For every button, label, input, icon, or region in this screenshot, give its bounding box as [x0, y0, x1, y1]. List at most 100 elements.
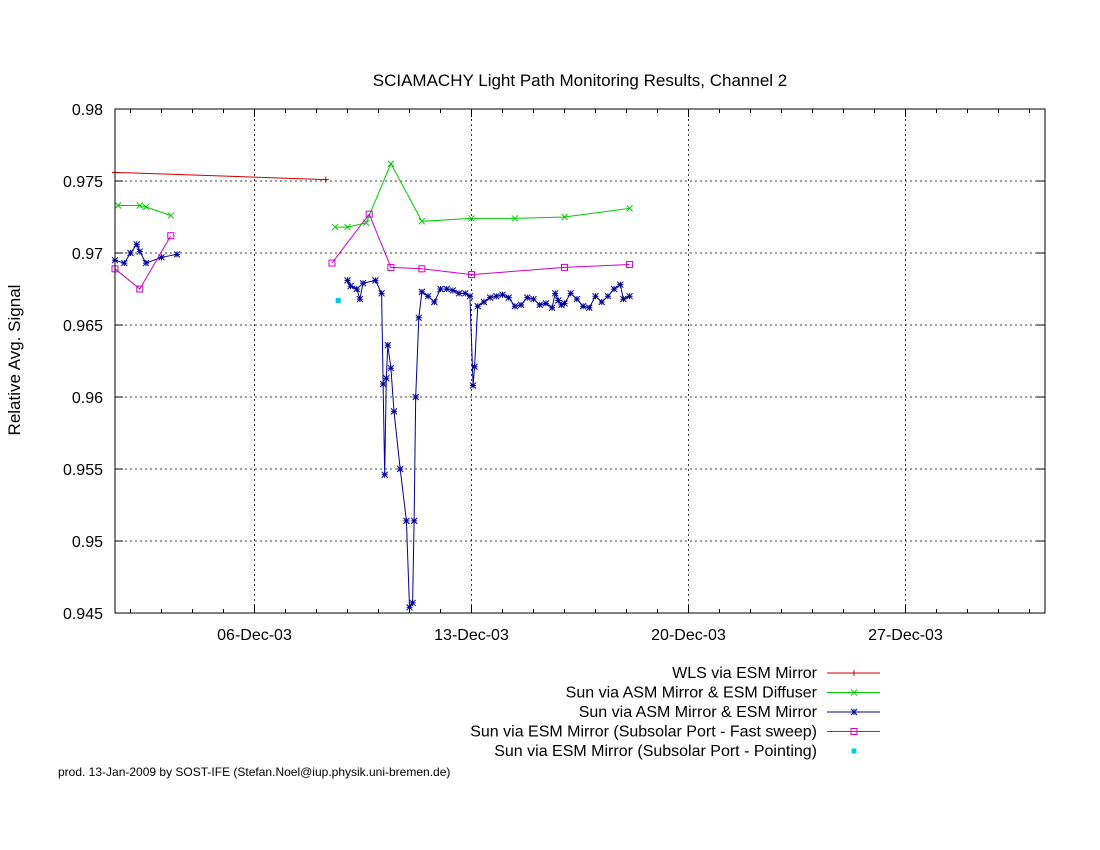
data-point-star	[471, 363, 478, 371]
y-tick-label: 0.97	[72, 246, 103, 263]
data-point-square	[365, 210, 373, 218]
data-point-star	[604, 292, 612, 300]
data-point-star	[499, 291, 506, 299]
data-point-star	[372, 277, 379, 284]
data-point-star	[517, 301, 525, 309]
data-point-star	[344, 277, 351, 284]
data-point-x	[331, 223, 339, 231]
data-point-star	[443, 285, 451, 293]
legend-label: Sun via ASM Mirror & ESM Diffuser	[566, 685, 818, 702]
data-point-star	[136, 248, 144, 255]
data-point-plus	[851, 670, 857, 676]
data-point-star	[530, 295, 537, 303]
data-point-x	[387, 160, 395, 168]
data-point-x	[418, 217, 426, 225]
data-point-star	[523, 294, 531, 301]
data-point-star	[120, 259, 128, 267]
data-point-square	[387, 263, 395, 271]
series-4	[335, 298, 341, 304]
data-point-star	[347, 282, 354, 290]
y-tick-label: 0.96	[72, 390, 103, 407]
data-point-star	[461, 289, 469, 297]
data-point-star	[567, 289, 575, 297]
data-point-star	[173, 251, 181, 258]
data-point-star	[480, 298, 488, 306]
data-point-x	[626, 205, 633, 212]
data-point-star	[409, 599, 416, 607]
y-axis-label: Relative Avg. Signal	[5, 285, 24, 436]
data-point-star	[474, 302, 482, 310]
y-tick-label: 0.95	[72, 534, 103, 551]
data-point-star	[387, 364, 395, 372]
data-point-star	[511, 302, 519, 310]
x-tick-label: 06-Dec-03	[217, 627, 292, 644]
legend-label: Sun via ASM Mirror & ESM Mirror	[579, 704, 818, 721]
series-0	[112, 169, 329, 183]
data-point-star	[536, 301, 544, 309]
grid-lines	[115, 109, 1045, 613]
data-point-star	[378, 289, 385, 297]
data-point-square	[561, 263, 568, 271]
data-point-star	[620, 295, 627, 303]
data-point-dot	[851, 748, 857, 754]
data-point-star	[598, 298, 606, 306]
data-point-square	[468, 271, 475, 279]
data-point-star	[410, 517, 418, 525]
data-point-x	[114, 202, 122, 209]
data-series	[111, 160, 634, 611]
y-tick-label: 0.98	[72, 102, 103, 119]
legend: WLS via ESM Mirror Sun via ASM Mirror & E…	[470, 665, 880, 760]
data-point-star	[356, 295, 364, 303]
data-point-star	[406, 603, 413, 611]
data-point-star	[359, 279, 367, 287]
legend-label: Sun via ESM Mirror (Subsolar Port - Fast…	[470, 724, 817, 741]
data-point-star	[554, 297, 562, 304]
series-line	[347, 279, 630, 609]
data-point-square	[418, 265, 426, 273]
data-point-star	[424, 292, 432, 300]
data-point-star	[579, 302, 587, 310]
y-tick-label: 0.965	[63, 318, 103, 335]
data-point-star	[158, 253, 165, 261]
data-point-star	[626, 292, 633, 300]
data-point-star	[850, 708, 858, 716]
data-point-star	[412, 393, 420, 401]
data-point-star	[542, 300, 550, 307]
data-point-star	[455, 289, 463, 297]
data-point-star	[396, 465, 404, 473]
data-point-star	[437, 285, 444, 293]
data-point-star	[379, 380, 387, 388]
series-3	[111, 210, 634, 293]
data-point-plus	[322, 176, 329, 183]
data-point-star	[592, 292, 599, 300]
data-point-star	[142, 259, 150, 267]
data-point-x	[167, 212, 175, 219]
data-point-x	[468, 215, 475, 222]
data-point-star	[558, 301, 565, 309]
y-tick-label: 0.975	[63, 174, 103, 191]
data-point-star	[127, 249, 134, 257]
series-line	[335, 162, 630, 228]
data-point-x	[344, 223, 351, 231]
axis-ticks: 0.945 0.95 0.955 0.96 0.965 0.97 0.975 0.98 06-D…	[63, 102, 1045, 644]
data-point-star	[415, 314, 423, 322]
data-point-star	[381, 471, 389, 479]
chart-title: SCIAMACHY Light Path Monitoring Results,…	[373, 71, 788, 90]
data-point-x	[136, 202, 144, 209]
data-point-star	[382, 374, 390, 382]
series-1	[114, 160, 633, 231]
data-point-star	[610, 285, 618, 293]
plot-area-frame	[114, 108, 1046, 614]
data-point-star	[403, 517, 410, 525]
data-point-star	[469, 382, 477, 389]
series-line	[118, 205, 171, 217]
series-line	[331, 213, 630, 276]
data-point-x	[511, 215, 519, 222]
data-point-star	[353, 285, 361, 293]
data-point-star	[505, 294, 513, 301]
data-point-star	[616, 281, 624, 289]
data-point-x	[561, 213, 568, 221]
series-line	[114, 171, 326, 181]
data-point-star	[466, 292, 474, 300]
